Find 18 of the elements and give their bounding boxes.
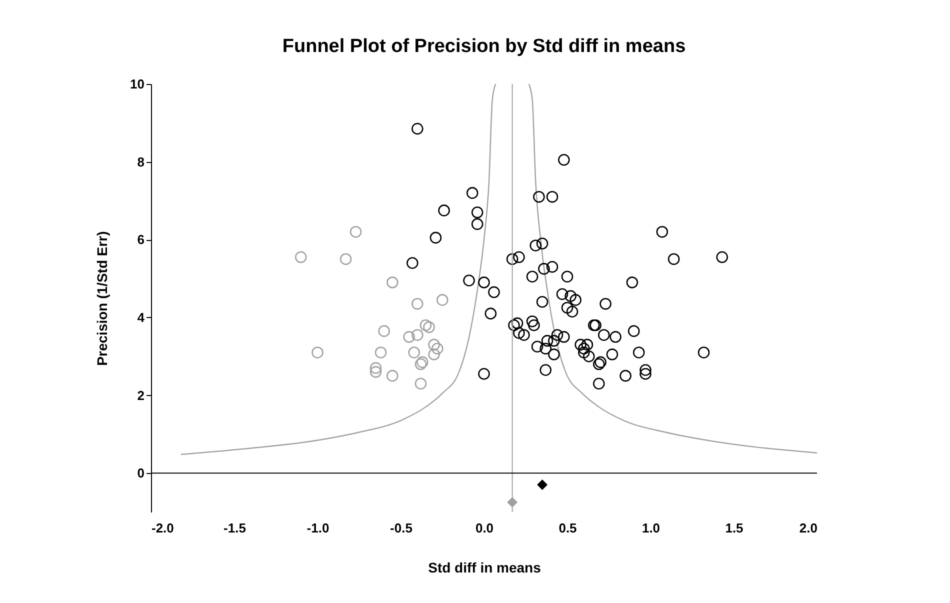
y-tick-label: 2 — [137, 388, 144, 403]
x-tick-label: 2.0 — [799, 520, 818, 536]
x-axis-title: Std diff in means — [428, 560, 542, 576]
x-tick-label: -0.5 — [390, 520, 412, 536]
y-tick-label: 4 — [137, 310, 146, 325]
y-tick-label: 8 — [137, 154, 144, 170]
y-axis-title: Precision (1/Std Err) — [94, 231, 110, 366]
y-tick-label: 6 — [137, 232, 144, 248]
x-tick-label: -1.5 — [224, 520, 246, 536]
y-tick-label: 0 — [137, 466, 144, 481]
x-tick-label: -2.0 — [152, 520, 174, 536]
x-tick-label: 0.0 — [475, 520, 494, 536]
x-tick-label: -1.0 — [306, 520, 330, 536]
chart-title: Funnel Plot of Precision by Std diff in means — [282, 36, 686, 57]
x-tick-label: 1.5 — [725, 520, 744, 536]
y-tick-label: 10 — [130, 76, 144, 92]
x-tick-label: 1.0 — [642, 520, 660, 536]
x-tick-label: 0.5 — [558, 520, 577, 536]
